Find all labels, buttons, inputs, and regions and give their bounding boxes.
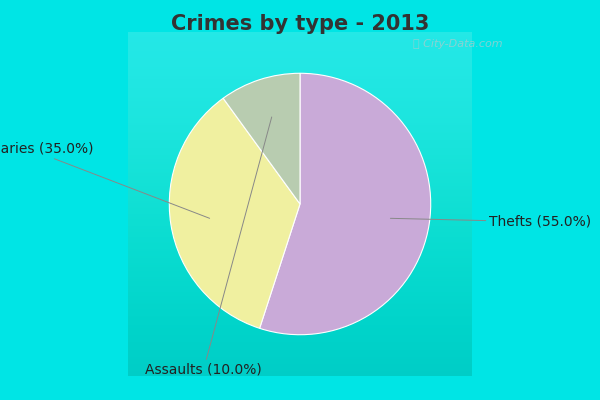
Text: Burglaries (35.0%): Burglaries (35.0%) bbox=[0, 142, 209, 218]
Wedge shape bbox=[223, 73, 300, 204]
Text: Crimes by type - 2013: Crimes by type - 2013 bbox=[171, 14, 429, 34]
Text: Thefts (55.0%): Thefts (55.0%) bbox=[391, 215, 590, 229]
Text: Assaults (10.0%): Assaults (10.0%) bbox=[145, 117, 272, 376]
Text: ⓘ City-Data.com: ⓘ City-Data.com bbox=[413, 39, 502, 49]
Wedge shape bbox=[260, 73, 431, 335]
Wedge shape bbox=[169, 98, 300, 328]
